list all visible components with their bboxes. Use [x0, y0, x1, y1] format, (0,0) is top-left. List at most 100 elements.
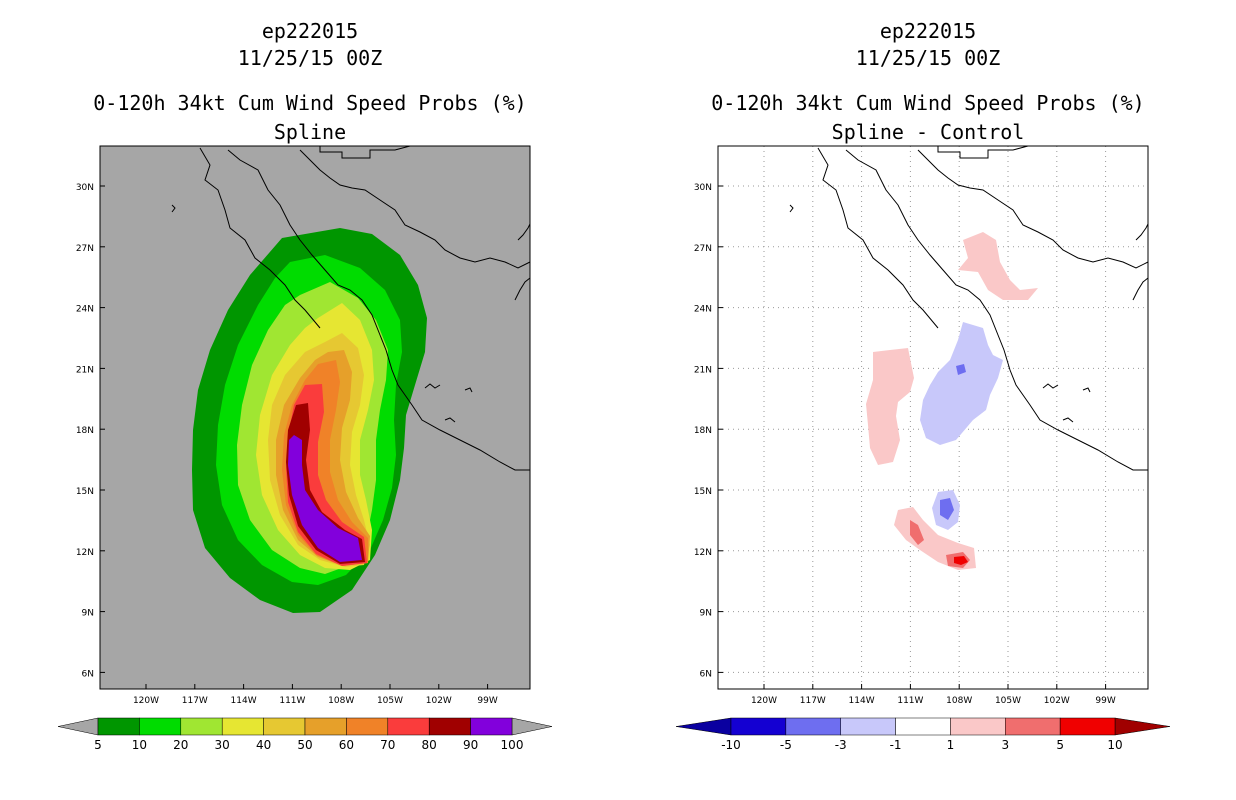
colorbar-swatch	[1005, 717, 1061, 736]
colorbar-label: 1	[947, 738, 955, 752]
colorbar-swatch	[895, 717, 951, 736]
x-tick-label: 102W	[1044, 696, 1070, 706]
x-tick-label: 120W	[751, 696, 777, 706]
left-map-frame	[99, 145, 531, 690]
x-tick-label: 108W	[946, 696, 972, 706]
right-map-frame	[717, 145, 1149, 690]
colorbar-swatch	[950, 717, 1006, 736]
colorbar-label: 10	[1107, 738, 1122, 752]
y-tick-label: 6N	[700, 669, 712, 679]
colorbar-swatch	[221, 717, 264, 736]
y-tick-label: 9N	[82, 609, 94, 619]
y-tick-label: 27N	[694, 244, 712, 254]
colorbar-label: 100	[501, 738, 524, 752]
colorbar-label: -1	[890, 738, 902, 752]
colorbar-label: -3	[835, 738, 847, 752]
y-tick-label: 9N	[700, 609, 712, 619]
colorbar-swatch	[346, 717, 389, 736]
colorbar-label: 60	[339, 738, 354, 752]
pos-diff-max	[954, 556, 968, 565]
colorbar-swatch	[1059, 717, 1116, 736]
left-x-ticks: 120W 117W 114W 111W 108W 105W 102W 99W	[133, 684, 498, 706]
colorbar-label: 3	[1001, 738, 1009, 752]
colorbar-extend-low	[57, 717, 99, 736]
x-tick-label: 114W	[231, 696, 257, 706]
colorbar-label: 30	[215, 738, 230, 752]
y-tick-label: 12N	[76, 548, 94, 558]
colorbar-swatch	[730, 717, 787, 736]
y-tick-label: 6N	[82, 669, 94, 679]
colorbar-label: 90	[463, 738, 478, 752]
right-x-ticks: 120W 117W 114W 111W 108W 105W 102W 99W	[751, 684, 1116, 706]
colorbar-label: 5	[94, 738, 102, 752]
pos-diff-region	[958, 232, 1038, 300]
y-tick-label: 30N	[694, 183, 712, 193]
right-title-storm: ep222015	[879, 19, 977, 43]
coastline	[789, 145, 1149, 471]
neg-diff-strong	[940, 498, 954, 520]
difference-contours	[866, 232, 1038, 570]
right-y-ticks: 30N 27N 24N 21N 18N 15N 12N 9N 6N	[694, 183, 723, 679]
x-tick-label: 114W	[849, 696, 875, 706]
colorbar-extend-high	[1114, 717, 1171, 736]
colorbar-extend-low	[675, 717, 732, 736]
x-tick-label: 105W	[995, 696, 1021, 706]
probability-contours	[192, 228, 427, 613]
x-tick-label: 108W	[328, 696, 354, 706]
colorbar-swatch	[785, 717, 841, 736]
left-y-ticks: 30N 27N 24N 21N 18N 15N 12N 9N 6N	[76, 183, 105, 679]
left-subtitle: Spline	[273, 120, 347, 144]
x-tick-label: 99W	[1095, 696, 1115, 706]
colorbar-extend-high	[511, 717, 553, 736]
right-title-product: 0-120h 34kt Cum Wind Speed Probs (%)	[711, 91, 1145, 115]
y-tick-label: 24N	[76, 305, 94, 315]
coastline	[171, 145, 531, 471]
colorbar-label: 70	[380, 738, 395, 752]
right-subtitle: Spline - Control	[831, 120, 1025, 144]
left-colorbar: 5 10 20 30 40 50 60 70 80 90 100	[57, 717, 553, 752]
right-colorbar: -10 -5 -3 -1 1 3 5 10	[675, 717, 1171, 752]
y-tick-label: 21N	[76, 365, 94, 375]
colorbar-label: 10	[132, 738, 147, 752]
y-tick-label: 12N	[694, 548, 712, 558]
y-tick-label: 27N	[76, 244, 94, 254]
y-tick-label: 18N	[76, 426, 94, 436]
x-tick-label: 111W	[279, 696, 305, 706]
left-title-date: 11/25/15 00Z	[237, 46, 383, 70]
colorbar-label: 40	[256, 738, 271, 752]
colorbar-label: -10	[721, 738, 741, 752]
y-tick-label: 18N	[694, 426, 712, 436]
x-tick-label: 117W	[182, 696, 208, 706]
y-tick-label: 21N	[694, 365, 712, 375]
colorbar-swatch	[470, 717, 513, 736]
x-tick-label: 102W	[426, 696, 452, 706]
left-title-storm: ep222015	[261, 19, 359, 43]
y-tick-label: 24N	[694, 305, 712, 315]
colorbar-label: 5	[1056, 738, 1064, 752]
neg-diff-strong	[956, 364, 966, 375]
x-tick-label: 117W	[800, 696, 826, 706]
y-tick-label: 15N	[694, 487, 712, 497]
x-tick-label: 105W	[377, 696, 403, 706]
x-tick-label: 111W	[897, 696, 923, 706]
y-tick-label: 30N	[76, 183, 94, 193]
left-map-panel: 30N 27N 24N 21N 18N 15N 12N 9N 6N 120W 117W 114W 11…	[57, 145, 553, 752]
colorbar-swatch	[387, 717, 430, 736]
contour-90	[288, 435, 362, 562]
y-tick-label: 15N	[76, 487, 94, 497]
right-title-date: 11/25/15 00Z	[855, 46, 1001, 70]
colorbar-label: 20	[173, 738, 188, 752]
x-tick-label: 99W	[477, 696, 497, 706]
colorbar-label: 50	[297, 738, 312, 752]
pos-diff-strong	[910, 520, 924, 545]
colorbar-swatch	[97, 717, 140, 736]
neg-diff-region	[920, 322, 1003, 445]
colorbar-swatch	[263, 717, 306, 736]
colorbar-swatch	[304, 717, 347, 736]
colorbar-label: -5	[780, 738, 792, 752]
pos-diff-region	[866, 348, 914, 465]
colorbar-swatch	[180, 717, 223, 736]
left-title-product: 0-120h 34kt Cum Wind Speed Probs (%)	[93, 91, 527, 115]
colorbar-swatch	[840, 717, 896, 736]
